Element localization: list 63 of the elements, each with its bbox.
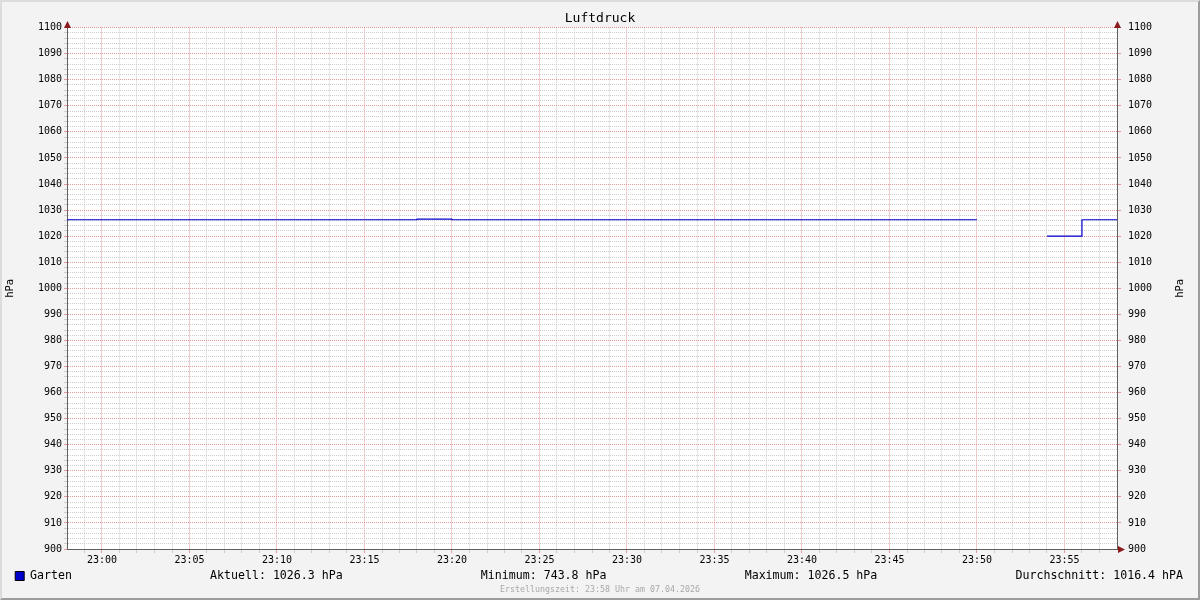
x-tick-label: 23:30	[611, 553, 643, 565]
y-tick-label: 1040	[37, 177, 62, 189]
y-tick-label: 1070	[37, 99, 62, 111]
y2-tick-label: 1050	[1128, 151, 1153, 163]
y-tick-label: 910	[43, 516, 62, 528]
chart-title: Luftdruck	[564, 10, 636, 26]
y2-tick-label: 1040	[1128, 177, 1153, 189]
y-tick-label: 1010	[37, 255, 62, 267]
y-tick-label: 1030	[37, 203, 62, 215]
y2-tick-label: 940	[1128, 438, 1147, 450]
y-tick-label: 990	[43, 307, 62, 319]
y-tick-label: 1050	[37, 151, 62, 163]
y2-tick-label: 990	[1128, 307, 1147, 319]
legend-label: Garten	[30, 568, 72, 583]
x-tick-label: 23:20	[436, 553, 467, 565]
y-tick-label: 1020	[37, 229, 62, 241]
y2-tick-label: 900	[1128, 542, 1147, 554]
x-tick-label: 23:15	[349, 553, 380, 565]
y2-tick-label: 1070	[1128, 99, 1153, 111]
text: Aktuell: 1026.3 hPa	[210, 568, 343, 583]
x-tick-label: 23:05	[174, 553, 205, 565]
x-tick-label: 23:35	[699, 553, 730, 565]
y-tick-label: 920	[43, 490, 62, 502]
y2-tick-label: 910	[1128, 516, 1147, 528]
x-tick-label: 23:00	[86, 553, 118, 565]
x-tick-label: 23:25	[524, 553, 555, 565]
text: Minimum: 743.8 hPa	[480, 568, 607, 583]
x-tick-label: 23:50	[961, 553, 992, 565]
y-tick-label: 950	[43, 412, 62, 424]
y2-tick-label: 1000	[1128, 281, 1153, 293]
text: Maximum: 1026.5 hPa	[744, 568, 878, 583]
y-tick-label: 1090	[37, 47, 62, 59]
y2-axis-title: hPa	[1172, 278, 1185, 298]
y2-tick-label: 1030	[1128, 203, 1153, 215]
y-tick-label: 1080	[37, 73, 62, 85]
x-tick-label: 23:40	[786, 553, 818, 565]
y-tick-label: 1060	[37, 125, 62, 137]
y2-tick-label: 1060	[1128, 125, 1153, 137]
y-tick-label: 970	[43, 360, 62, 372]
y2-tick-label: 980	[1128, 334, 1147, 346]
y-tick-label: 1000	[37, 281, 62, 293]
y2-tick-label: 970	[1128, 360, 1147, 372]
y-axis-title: hPa	[3, 278, 16, 298]
x-tick-label: 23:45	[874, 553, 905, 565]
y2-tick-label: 960	[1128, 386, 1147, 398]
y-tick-label: 900	[43, 542, 62, 554]
x-tick-label: 23:55	[1049, 553, 1080, 565]
y-tick-label: 960	[43, 386, 62, 398]
y2-tick-label: 920	[1128, 490, 1147, 502]
y2-tick-label: 1090	[1128, 47, 1153, 59]
y-tick-label: 940	[43, 438, 62, 450]
text: Durchschnitt: 1016.4 hPA	[1015, 568, 1184, 583]
y2-tick-label: 1010	[1128, 255, 1153, 267]
y-tick-label: 1100	[37, 21, 62, 33]
x-tick-label: 23:10	[261, 553, 293, 565]
y2-tick-label: 930	[1128, 464, 1147, 476]
y2-tick-label: 1020	[1128, 229, 1153, 241]
y-tick-label: 930	[43, 464, 62, 476]
y-tick-label: 980	[43, 334, 62, 346]
y2-tick-label: 1080	[1128, 73, 1153, 85]
text: Erstellungszeit: 23:58 Uhr am 07.04.2026	[500, 584, 700, 595]
y2-tick-label: 1100	[1128, 21, 1153, 33]
y2-tick-label: 950	[1128, 412, 1147, 424]
